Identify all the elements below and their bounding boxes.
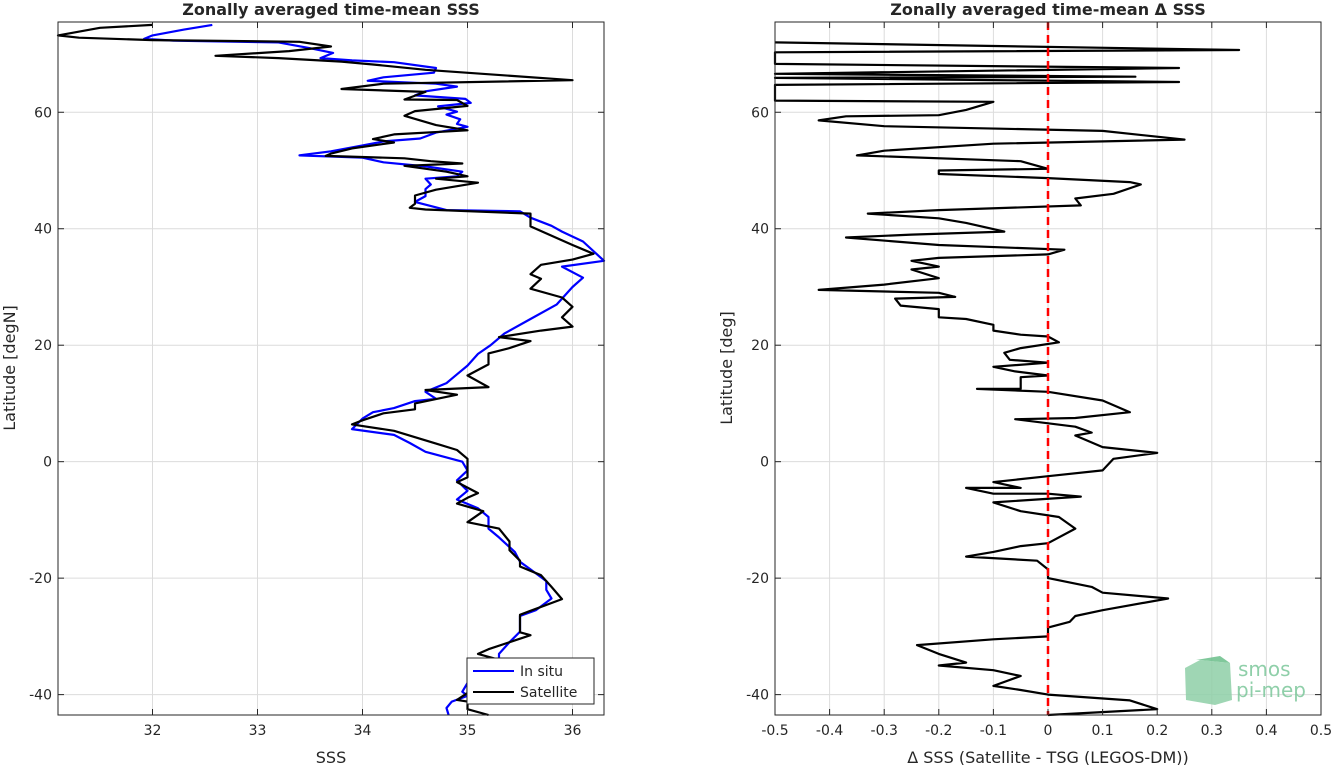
x-tick-label: 0.2 [1146,723,1168,739]
logo-mark [1185,660,1232,705]
x-tick-label: 36 [564,723,582,739]
series-layer [56,23,606,717]
tick-labels: -0.5 -0.4 -0.3 -0.2 -0.1 0 0.1 0.2 0.3 0.4 0.5 -40 -… [746,22,1332,739]
logo-mark-top [1196,656,1230,663]
legend-box [466,657,595,705]
x-tick-label: 0.5 [1310,723,1332,739]
y-tick-label: -40 [29,688,52,704]
x-axis-label: Δ SSS (Satellite - TSG (LEGOS-DM)) [907,748,1189,765]
x-tick-label: 32 [144,723,162,739]
y-tick-label: -20 [746,571,769,587]
x-tick-label: 0 [1044,723,1053,739]
chart-title: Zonally averaged time-mean SSS [182,0,480,19]
y-tick-label: 60 [34,105,52,121]
legend-label-in-situ: In situ [520,664,563,680]
y-tick-label: 40 [34,222,52,238]
y-tick-label: 40 [751,222,769,238]
logo-text-smos: smos [1238,657,1291,681]
series-line-1 [773,41,1241,717]
delta-sss-panel: -0.5 -0.4 -0.3 -0.2 -0.1 0 0.1 0.2 0.3 0.4 0.5 -40 -… [717,0,1332,767]
x-tick-label: -0.4 [816,723,843,739]
x-tick-label: -0.1 [980,723,1007,739]
x-tick-label: 35 [459,723,477,739]
y-tick-label: 20 [34,338,52,354]
x-tick-label: 34 [354,723,372,739]
y-tick-label: 60 [751,105,769,121]
tick-labels: 32 33 34 35 36 -40 -20 0 20 40 60 [29,22,604,739]
y-axis-label: Latitude [degN] [0,305,19,431]
x-tick-label: 0.1 [1091,723,1113,739]
smos-pi-mep-logo: smos pi-mep [1185,656,1306,705]
logo-text-pi-mep: pi-mep [1236,678,1306,702]
y-tick-label: 20 [751,338,769,354]
plot-area [58,22,604,715]
y-tick-label: -20 [29,571,52,587]
y-axis-label: Latitude [deg] [717,311,736,425]
y-tick-label: 0 [760,455,769,471]
series-line-satellite [56,23,595,717]
y-tick-label: -40 [746,688,769,704]
series-layer [773,22,1241,717]
legend: In situ Satellite [466,657,595,705]
sss-profile-panel: 32 33 34 35 36 -40 -20 0 20 40 60 Zonally averaged… [0,0,606,767]
x-tick-label: -0.5 [761,723,788,739]
axes-frame [57,21,605,716]
x-tick-label: 0.4 [1255,723,1277,739]
chart-title: Zonally averaged time-mean Δ SSS [890,0,1206,19]
legend-label-satellite: Satellite [520,685,577,701]
x-tick-label: -0.2 [925,723,952,739]
x-tick-label: -0.3 [871,723,898,739]
x-tick-label: 33 [249,723,267,739]
x-axis-label: SSS [316,748,346,765]
grid [58,22,604,715]
x-tick-label: 0.3 [1201,723,1223,739]
y-tick-label: 0 [43,455,52,471]
